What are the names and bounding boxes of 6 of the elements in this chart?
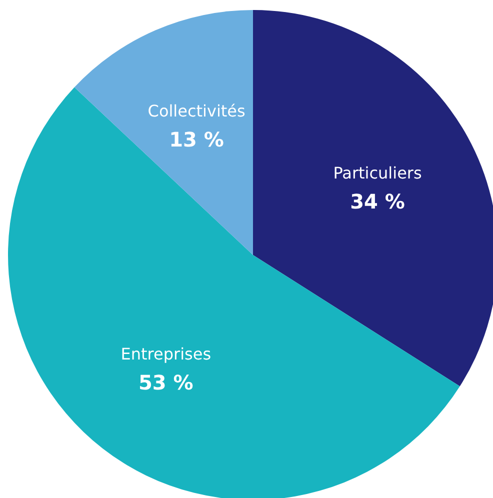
- slice-label: Entreprises: [120, 344, 212, 364]
- data-label: 13 %: [169, 128, 224, 152]
- slice-label: Particuliers: [333, 164, 422, 183]
- data-label: 53 %: [138, 370, 194, 394]
- slice-label: Collectivités: [148, 102, 246, 121]
- data-label: 34 %: [350, 190, 405, 214]
